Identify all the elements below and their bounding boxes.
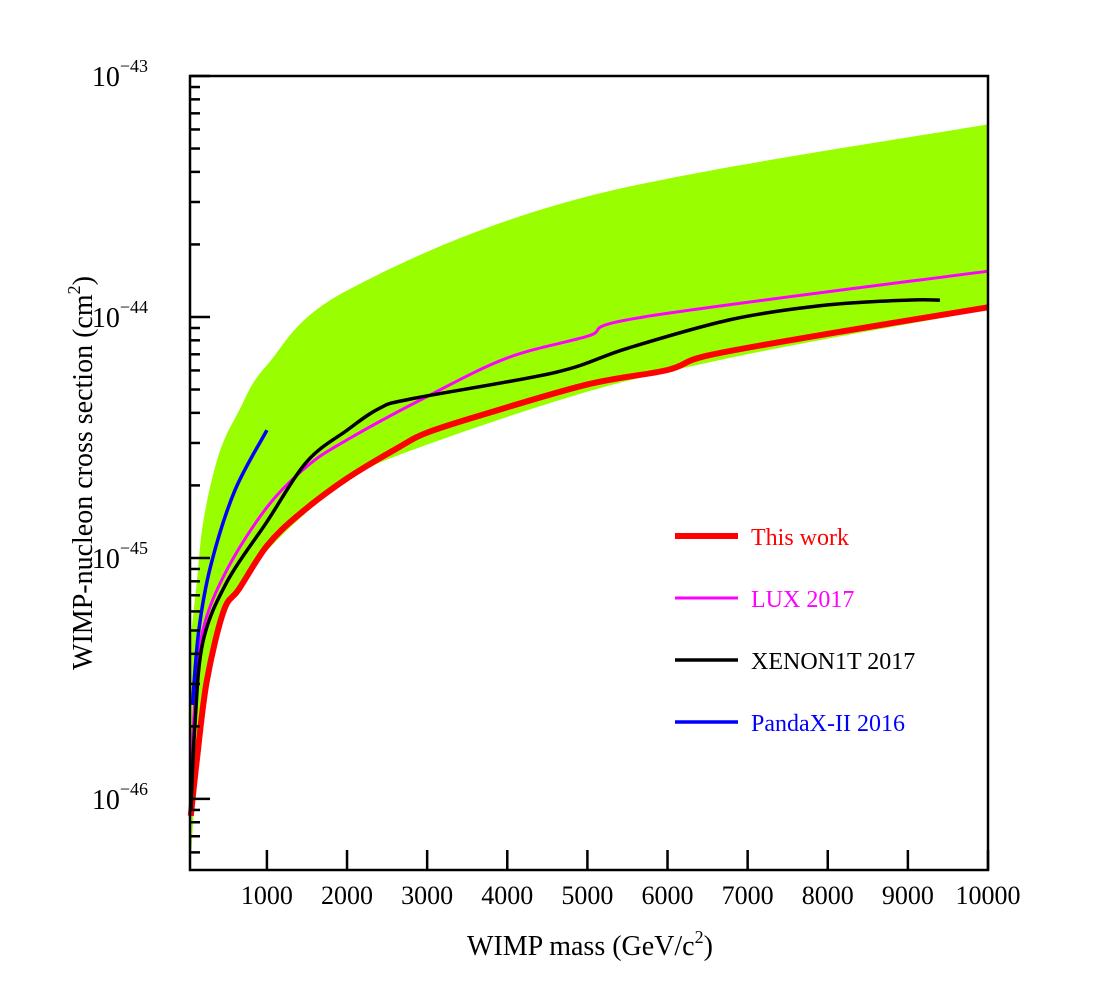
x-tick-label: 9000: [882, 881, 934, 910]
plot-frame: [188, 74, 990, 872]
legend-label: PandaX-II 2016: [751, 711, 905, 737]
x-tick-label: 1000: [241, 881, 293, 910]
x-axis-label: WIMP mass (GeV/c2): [467, 927, 713, 962]
series-line-this-work: [187, 304, 989, 817]
x-tick-label: 3000: [401, 881, 453, 910]
y-tick-label: 10−44: [92, 297, 148, 334]
legend-item: This work: [675, 525, 849, 551]
series-line-xenon1t-2017: [189, 298, 940, 812]
x-tick-label: 4000: [481, 881, 533, 910]
x-tick-label: 5000: [561, 881, 613, 910]
y-tick-label: 10−45: [92, 538, 148, 575]
x-tick-label: 7000: [722, 881, 774, 910]
legend-item: LUX 2017: [675, 587, 854, 613]
legend-label: This work: [751, 525, 849, 551]
y-tick-label: 10−46: [92, 779, 148, 816]
x-tick-label: 10000: [956, 881, 1021, 910]
legend-item: XENON1T 2017: [675, 649, 915, 675]
y-axis-label: WIMP-nucleon cross section (cm2): [64, 276, 99, 670]
sensitivity-band: [190, 124, 988, 860]
x-tick-label: 8000: [802, 881, 854, 910]
x-tick-label: 6000: [642, 881, 694, 910]
y-tick-label: 10−43: [92, 56, 148, 93]
legend-item: PandaX-II 2016: [675, 711, 905, 737]
series-line-lux-2017: [189, 269, 989, 787]
legend-label: LUX 2017: [751, 587, 854, 613]
legend-label: XENON1T 2017: [751, 649, 915, 675]
x-tick-label: 2000: [321, 881, 373, 910]
